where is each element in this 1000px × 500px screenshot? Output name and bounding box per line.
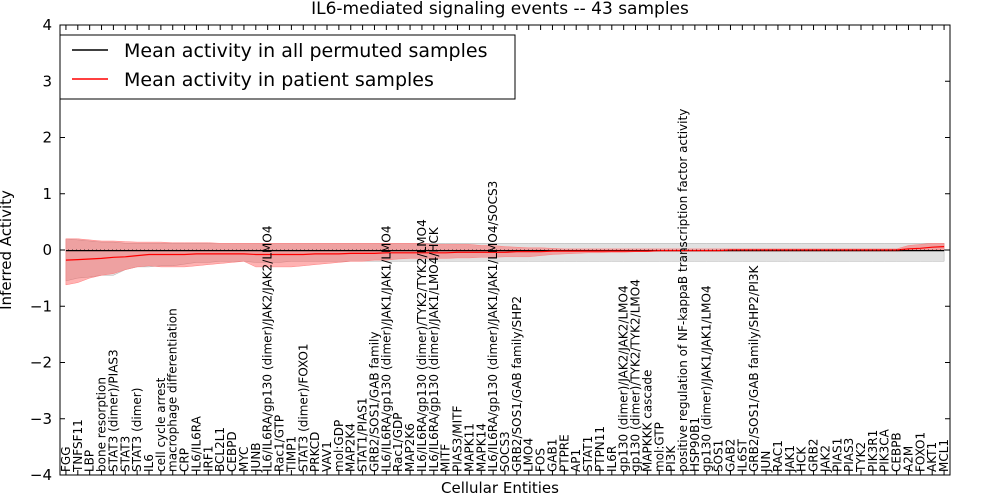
x-tick-label: PIK3R1 <box>866 430 880 472</box>
x-tick-label: GRB2/SOS1/GAB family/SHP2/PI3K <box>747 264 761 472</box>
x-tick-label: STAT1/PIAS1 <box>356 397 370 472</box>
y-axis-label: Inferred Activity <box>0 190 15 310</box>
x-tick-label: PIAS1 <box>830 438 844 472</box>
legend-box <box>59 34 516 100</box>
x-tick-label: gp130 (dimer)/JAK2/JAK2/LMO4 <box>617 285 631 472</box>
x-tick-label: MITF <box>439 444 453 472</box>
x-tick-label: IL6/IL6RA/gp130 (dimer)/JAK1/JAK1/LMO4 <box>379 226 393 472</box>
x-tick-label: PIAS3/MITF <box>451 405 465 472</box>
x-tick-label: PRKCD <box>308 432 322 472</box>
y-tick-label: −1 <box>30 297 52 315</box>
x-tick-label: STAT3 (dimer)/PIAS3 <box>106 349 120 472</box>
x-tick-label: PTPRE <box>557 434 571 472</box>
x-tick-label: IL6/IL6RA <box>190 415 204 472</box>
y-tick-label: 2 <box>42 129 52 147</box>
x-tick-label: IL6R <box>605 446 619 472</box>
x-tick-label: AKT1 <box>925 442 939 472</box>
x-tick-label: IL6ST <box>735 439 749 472</box>
x-tick-label: macrophage differentiation <box>166 308 180 472</box>
x-tick-label: A2M <box>902 446 916 472</box>
y-tick-label: 3 <box>42 72 52 90</box>
x-tick-label: BCL2L1 <box>213 427 227 472</box>
x-tick-label: STAT3 (dimer) <box>130 388 144 472</box>
y-tick-label: −2 <box>30 354 52 372</box>
x-tick-label: LMO4 <box>522 438 536 472</box>
y-tick-label: −3 <box>30 410 52 428</box>
x-tick-label: MYC <box>237 447 251 472</box>
legend: Mean activity in all permuted samples Me… <box>59 34 516 100</box>
x-tick-label: TYK2 <box>854 442 868 473</box>
x-tick-label: IL6/IL6RA/gp130 (dimer)/JAK1/LMO4/HCK <box>427 226 441 472</box>
x-tick-label: AP1 <box>569 449 583 472</box>
x-tick-label: positive regulation of NF-kappaB transcr… <box>676 109 690 472</box>
x-tick-label: GAB1 <box>546 439 560 472</box>
x-tick-label: mol:GTP <box>652 422 666 472</box>
x-tick-label: VAV1 <box>320 441 334 472</box>
bands-layer <box>65 238 945 286</box>
x-axis-label: Cellular Entities <box>441 479 559 497</box>
legend-text-permuted: Mean activity in all permuted samples <box>124 40 487 62</box>
x-tick-label: Rac1/GDP <box>391 413 405 472</box>
x-tick-label: TNFSF11 <box>71 419 85 473</box>
x-tick-label: IL6/IL6RA/gp130 (dimer)/JAK2/JAK2/LMO4 <box>261 226 275 472</box>
x-tick-label: CRP <box>178 448 192 472</box>
x-tick-label: HCK <box>795 446 809 472</box>
x-tick-label: cell cycle arrest <box>154 377 168 472</box>
x-tick-label: JAK1 <box>783 445 797 473</box>
x-tick-label: IL6 <box>142 454 156 472</box>
x-tick-label: STAT1 <box>581 436 595 472</box>
x-tick-label: bone resorption <box>95 377 109 472</box>
x-tick-label: HSP90B1 <box>688 417 702 472</box>
x-tick-label: GRB2/SOS1/GAB family/SHP2 <box>510 296 524 472</box>
x-tick-label: RAC1 <box>771 440 785 472</box>
legend-text-patient: Mean activity in patient samples <box>124 69 434 91</box>
y-axis: −4 −3 −2 −1 0 1 2 3 4 <box>30 16 950 484</box>
x-tick-label: gp130 (dimer)/TYK2/TYK2/LMO4 <box>629 279 643 472</box>
y-tick-label: −4 <box>30 466 52 484</box>
x-tick-label: FGG <box>59 447 73 473</box>
x-tick-label: IL6/IL6RA/gp130 (dimer)/JAK1/JAK1/LMO4/S… <box>486 181 500 472</box>
x-tick-label: GAB2 <box>724 439 738 472</box>
x-tick-label: GRB2/SOS1/GAB family <box>368 332 382 473</box>
x-tick-label: IL6/IL6RA/gp130 (dimer)/TYK2/TYK2/LMO4 <box>415 219 429 472</box>
x-tick-label: PI3K <box>664 445 678 472</box>
x-tick-label: MAPK11 <box>462 423 476 472</box>
x-tick-label: GRB2 <box>807 438 821 472</box>
y-tick-label: 0 <box>42 241 52 259</box>
x-tick-label: MAPK14 <box>474 423 488 472</box>
x-tick-label: PIAS3 <box>842 438 856 472</box>
x-tick-label: PIK3CA <box>878 428 892 472</box>
x-tick-label: MAP2K4 <box>344 423 358 472</box>
x-tick-label: IRF1 <box>201 446 215 472</box>
x-tick-label: Rac1/GTP <box>273 415 287 472</box>
x-tick-label: CEBPB <box>890 432 904 472</box>
y-tick-label: 1 <box>42 185 52 203</box>
x-tick-label: JUN <box>759 451 773 473</box>
lines-layer <box>65 246 945 261</box>
x-tick-label: MCL1 <box>937 439 951 472</box>
x-tick-label: CEBPD <box>225 431 239 472</box>
chart-title: IL6-mediated signaling events -- 43 samp… <box>311 0 689 19</box>
x-tick-label: LBP <box>83 450 97 472</box>
x-tick-label: MAP2K6 <box>403 423 417 472</box>
x-tick-label: TIMP1 <box>284 436 298 473</box>
x-tick-label: STAT3 <box>118 436 132 472</box>
x-tick-label: JAK2 <box>818 445 832 473</box>
x-tick-label: PTPN11 <box>593 426 607 472</box>
x-tick-label: gp130 (dimer)/JAK1/JAK1/LMO4 <box>700 285 714 472</box>
x-tick-label: MAPKKK cascade <box>640 370 654 472</box>
line-series-1 <box>65 246 945 261</box>
x-tick-label: FOS <box>534 448 548 472</box>
x-tick-label: SOS1 <box>712 440 726 472</box>
x-tick-label: JUNB <box>249 442 263 473</box>
x-tick-label: STAT3 (dimer)/FOXO1 <box>296 343 310 472</box>
y-tick-label: 4 <box>42 16 52 34</box>
x-tick-label: mol:GDP <box>332 420 346 472</box>
x-tick-label: FOXO1 <box>913 432 927 472</box>
x-tick-label: SOCS3 <box>498 431 512 472</box>
